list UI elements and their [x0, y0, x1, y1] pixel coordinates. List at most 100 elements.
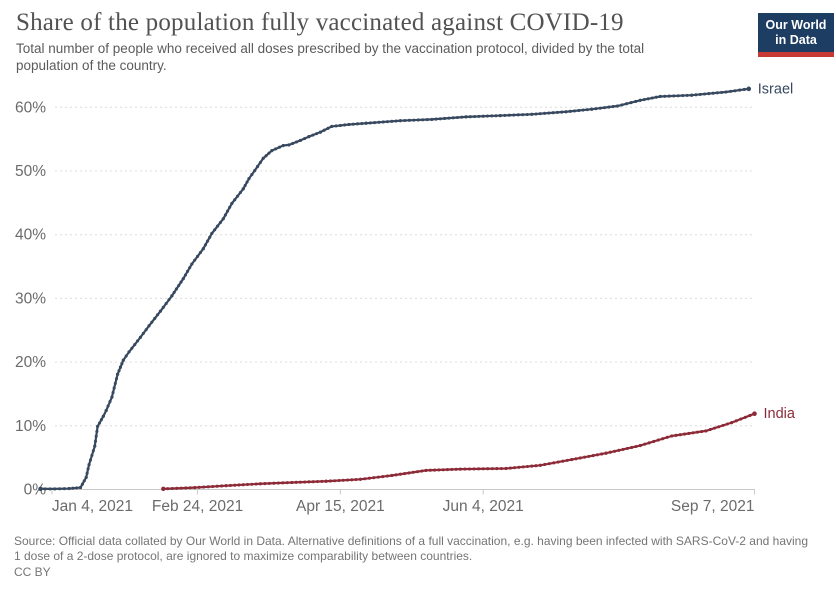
series-dot — [652, 439, 656, 444]
chart-subtitle: Total number of people who received all … — [16, 41, 645, 73]
series-dot — [574, 457, 578, 461]
series-dot — [416, 118, 420, 122]
series-dot — [96, 424, 100, 428]
series-dot — [694, 93, 698, 97]
series-dot — [499, 466, 504, 471]
series-dot — [333, 479, 337, 483]
series-dot — [111, 390, 115, 395]
series-dot — [127, 350, 131, 354]
series-dot — [543, 111, 547, 115]
series-dot — [490, 114, 494, 118]
series-dot — [110, 395, 114, 399]
series-dot — [75, 486, 79, 490]
series-dot — [742, 87, 746, 92]
series-dot — [512, 113, 516, 117]
owid-logo[interactable]: Our World in Data — [758, 13, 834, 57]
series-dot — [208, 235, 212, 239]
series-dot — [738, 88, 742, 92]
series-dot — [725, 422, 729, 426]
series-dot — [245, 180, 249, 184]
series-dot — [67, 486, 71, 491]
series-dot — [538, 463, 542, 467]
series-dot — [360, 121, 364, 126]
series-label-israel: Israel — [758, 81, 793, 97]
series-dot — [133, 343, 137, 347]
series-dot — [179, 486, 183, 490]
series-dot — [338, 123, 342, 128]
series-dot — [504, 466, 508, 471]
series-dot — [721, 423, 725, 427]
line-chart-canvas[interactable]: 0% 10% 20% 30% 40% 50% 60% Jan 4, 2021 Feb 24, 2… — [0, 0, 836, 530]
series-dot — [197, 485, 201, 489]
series-end-dot — [746, 86, 752, 92]
series-dot — [256, 164, 260, 169]
series-dot — [552, 461, 556, 465]
series-dot — [196, 254, 200, 258]
owid-logo-line1: Our World — [765, 17, 827, 32]
series-dot — [708, 427, 712, 432]
series-dot — [600, 452, 604, 456]
series-dot — [241, 187, 245, 191]
series-dot — [206, 239, 210, 243]
series-dot — [167, 298, 171, 302]
series-dot — [695, 430, 699, 434]
series-dot — [698, 92, 702, 96]
series-dot — [611, 105, 615, 109]
series-dot — [91, 449, 95, 453]
series-dot — [166, 487, 170, 491]
series-dot — [629, 101, 633, 105]
series-dot — [183, 273, 187, 277]
series-dot — [43, 487, 47, 491]
series-dot — [303, 136, 307, 141]
series-dot — [318, 130, 322, 134]
series-dot — [486, 467, 490, 471]
chart-footer: Source: Official data collated by Our Wo… — [14, 534, 816, 580]
series-dot — [587, 454, 591, 458]
series-dot — [441, 468, 445, 472]
series-dot — [477, 114, 481, 118]
series-dot — [281, 143, 285, 148]
series-dot — [99, 418, 103, 422]
series-dot — [473, 114, 477, 119]
series-dot — [93, 439, 98, 443]
series-dot — [390, 119, 394, 123]
series-dot — [646, 97, 650, 101]
series-dot — [228, 483, 232, 487]
series-dot — [743, 415, 747, 419]
series-dot — [218, 220, 222, 224]
series-dot — [634, 99, 638, 103]
series-dot — [261, 156, 265, 160]
series-dot — [447, 116, 451, 120]
series-line-india — [162, 412, 756, 490]
y-tick-label: 20% — [15, 354, 46, 371]
series-dot — [407, 471, 411, 475]
series-dot — [517, 465, 521, 469]
series-dot — [702, 92, 707, 96]
series-dot — [407, 118, 411, 122]
series-dot — [307, 480, 311, 484]
series-dot — [104, 408, 108, 413]
y-tick-label: 10% — [15, 418, 46, 435]
series-dot — [443, 116, 447, 120]
series-dot — [682, 432, 687, 436]
series-dot — [733, 89, 737, 93]
owid-logo-line2: in Data — [775, 32, 817, 47]
series-dot — [521, 113, 525, 117]
series-dot — [525, 464, 529, 469]
series-dot — [198, 250, 202, 255]
series-dot — [565, 458, 569, 462]
series-dot — [508, 466, 512, 470]
series-dot — [663, 94, 667, 98]
series-dot — [547, 111, 551, 115]
series-dot — [112, 386, 116, 390]
series-dot — [390, 473, 394, 478]
series-dot — [594, 107, 598, 111]
y-tick-label: 60% — [15, 99, 46, 116]
series-dot — [114, 377, 119, 381]
series-dot — [494, 114, 498, 118]
series-dot — [433, 468, 437, 472]
series-dot — [113, 381, 117, 385]
series-dot — [258, 160, 262, 164]
series-dot — [174, 287, 178, 291]
series-dot — [707, 92, 711, 96]
